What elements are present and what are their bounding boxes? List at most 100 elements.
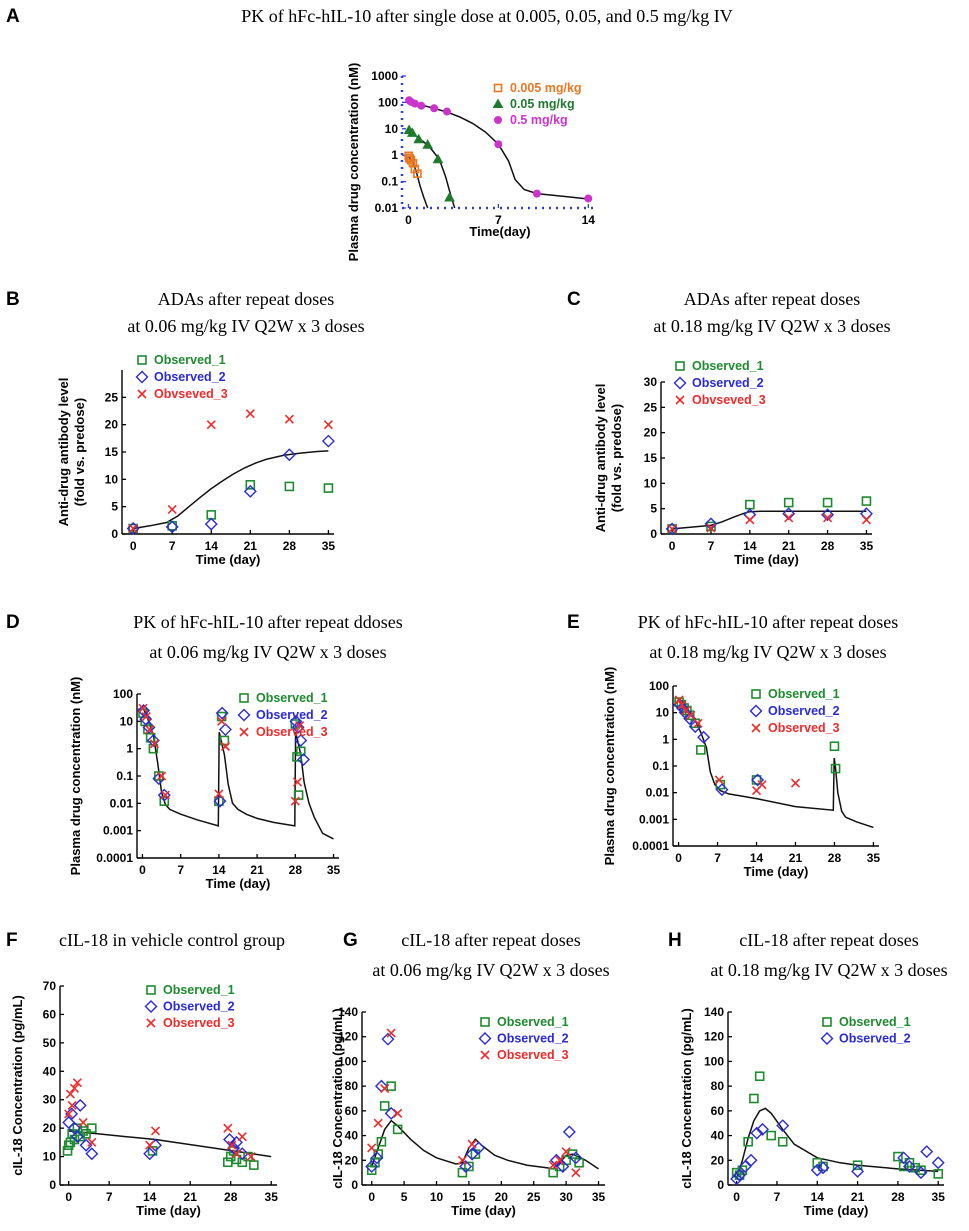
y-tick-label: 25 [105, 390, 119, 404]
data-point [745, 515, 755, 525]
data-point [291, 720, 305, 734]
data-point [751, 773, 765, 787]
legend-marker [820, 1032, 834, 1045]
data-point [370, 1151, 384, 1165]
data-point [442, 107, 451, 116]
x-tick-label: 14 [212, 863, 226, 877]
x-tick-label: 14 [743, 539, 757, 553]
data-point [569, 1151, 583, 1165]
data-point [217, 716, 227, 726]
data-point [392, 1124, 403, 1135]
data-point [697, 730, 711, 744]
data-point [323, 483, 334, 493]
data-point [562, 1125, 576, 1139]
panel-title: PK of hFc-hIL-10 after repeat ddoses [133, 612, 402, 632]
y-tick-label: 0.01 [110, 796, 134, 810]
y-tick-label: 10 [656, 706, 670, 720]
data-point [145, 732, 156, 743]
x-axis-label: Time (day) [136, 1203, 201, 1218]
data-point [245, 409, 255, 419]
y-tick-label: 100 [649, 679, 669, 693]
panel-title: cIL-18 after repeat doses [401, 930, 580, 950]
x-tick-label: 28 [289, 863, 303, 877]
legend-marker [144, 1000, 158, 1013]
x-tick-label: 35 [867, 851, 881, 865]
x-tick-label: 14 [750, 851, 764, 865]
x-tick-label: 28 [224, 1190, 238, 1204]
legend-marker [673, 376, 687, 390]
data-point [85, 1147, 99, 1161]
y-tick-label: 0.0001 [632, 839, 669, 853]
y-tick-label: 60 [345, 1104, 359, 1118]
series-observed-1 [667, 496, 872, 534]
data-point [410, 164, 420, 174]
x-tick-label: 28 [891, 1190, 905, 1204]
panel-label: E [567, 612, 580, 633]
data-point [776, 1119, 790, 1133]
x-axis-label: Time (day) [196, 552, 261, 567]
x-tick-label: 0 [65, 1190, 72, 1204]
legend-label: Observed_1 [497, 1015, 569, 1029]
data-point [422, 139, 434, 149]
series-0-05-mg-kg [403, 124, 455, 202]
y-tick-label: 10 [120, 714, 134, 728]
data-point [284, 414, 294, 424]
x-tick-label: 30 [559, 1190, 573, 1204]
y-tick-label: 40 [711, 1129, 725, 1143]
x-tick-label: 21 [851, 1190, 865, 1204]
y-tick-label: 10 [385, 122, 399, 136]
y-tick-label: 10 [644, 476, 658, 490]
y-tick-label: 15 [105, 445, 119, 459]
series-obvseved-3 [128, 409, 333, 534]
y-tick-label: 80 [345, 1079, 359, 1093]
legend-marker [675, 361, 685, 371]
data-point [292, 777, 303, 787]
data-point [126, 522, 140, 536]
legend-label: Observed_1 [839, 1015, 911, 1029]
data-point [87, 1137, 97, 1147]
data-point [561, 1147, 571, 1157]
data-point [893, 1151, 903, 1162]
x-tick-label: 20 [495, 1190, 509, 1204]
y-tick-label: 1 [126, 742, 133, 756]
series-observed-3 [674, 695, 801, 796]
data-point [386, 1081, 396, 1091]
x-tick-label: 15 [462, 1190, 476, 1204]
data-point [282, 448, 296, 462]
x-tick-label: 35 [860, 539, 874, 553]
data-point [406, 127, 418, 137]
data-point [386, 1028, 396, 1038]
legend-label: Obvseved_3 [692, 393, 766, 407]
data-point [784, 513, 794, 523]
x-tick-label: 21 [789, 851, 803, 865]
data-point [321, 434, 335, 448]
y-tick-label: 100 [338, 1054, 358, 1068]
legend-label: Observed_2 [768, 704, 840, 718]
y-tick-label: 120 [338, 1030, 358, 1044]
x-tick-label: 0 [675, 851, 682, 865]
data-point [715, 783, 729, 797]
data-point [417, 101, 426, 110]
legend-label: Observed_2 [163, 1000, 235, 1014]
data-point [64, 1109, 74, 1119]
data-point [78, 1117, 88, 1128]
data-point [365, 1159, 379, 1173]
x-axis-label: Time (day) [451, 1203, 516, 1218]
data-point [160, 790, 170, 800]
y-tick-label: 30 [644, 375, 658, 389]
legend-marker [492, 98, 504, 108]
data-point [933, 1169, 944, 1179]
series-0-005-mg-kg [404, 151, 422, 178]
y-tick-label: 0 [650, 527, 657, 541]
data-point [72, 1078, 82, 1088]
series-observed-3 [367, 1028, 581, 1178]
series-observed-2 [730, 1119, 945, 1186]
series-observed-1 [128, 479, 334, 534]
legend-label: Observed_2 [497, 1032, 569, 1046]
y-tick-label: 0.001 [103, 824, 133, 838]
data-point [150, 1126, 161, 1136]
data-point [367, 1143, 377, 1153]
legend-label: Observed_3 [768, 721, 840, 735]
data-point [914, 1166, 928, 1180]
